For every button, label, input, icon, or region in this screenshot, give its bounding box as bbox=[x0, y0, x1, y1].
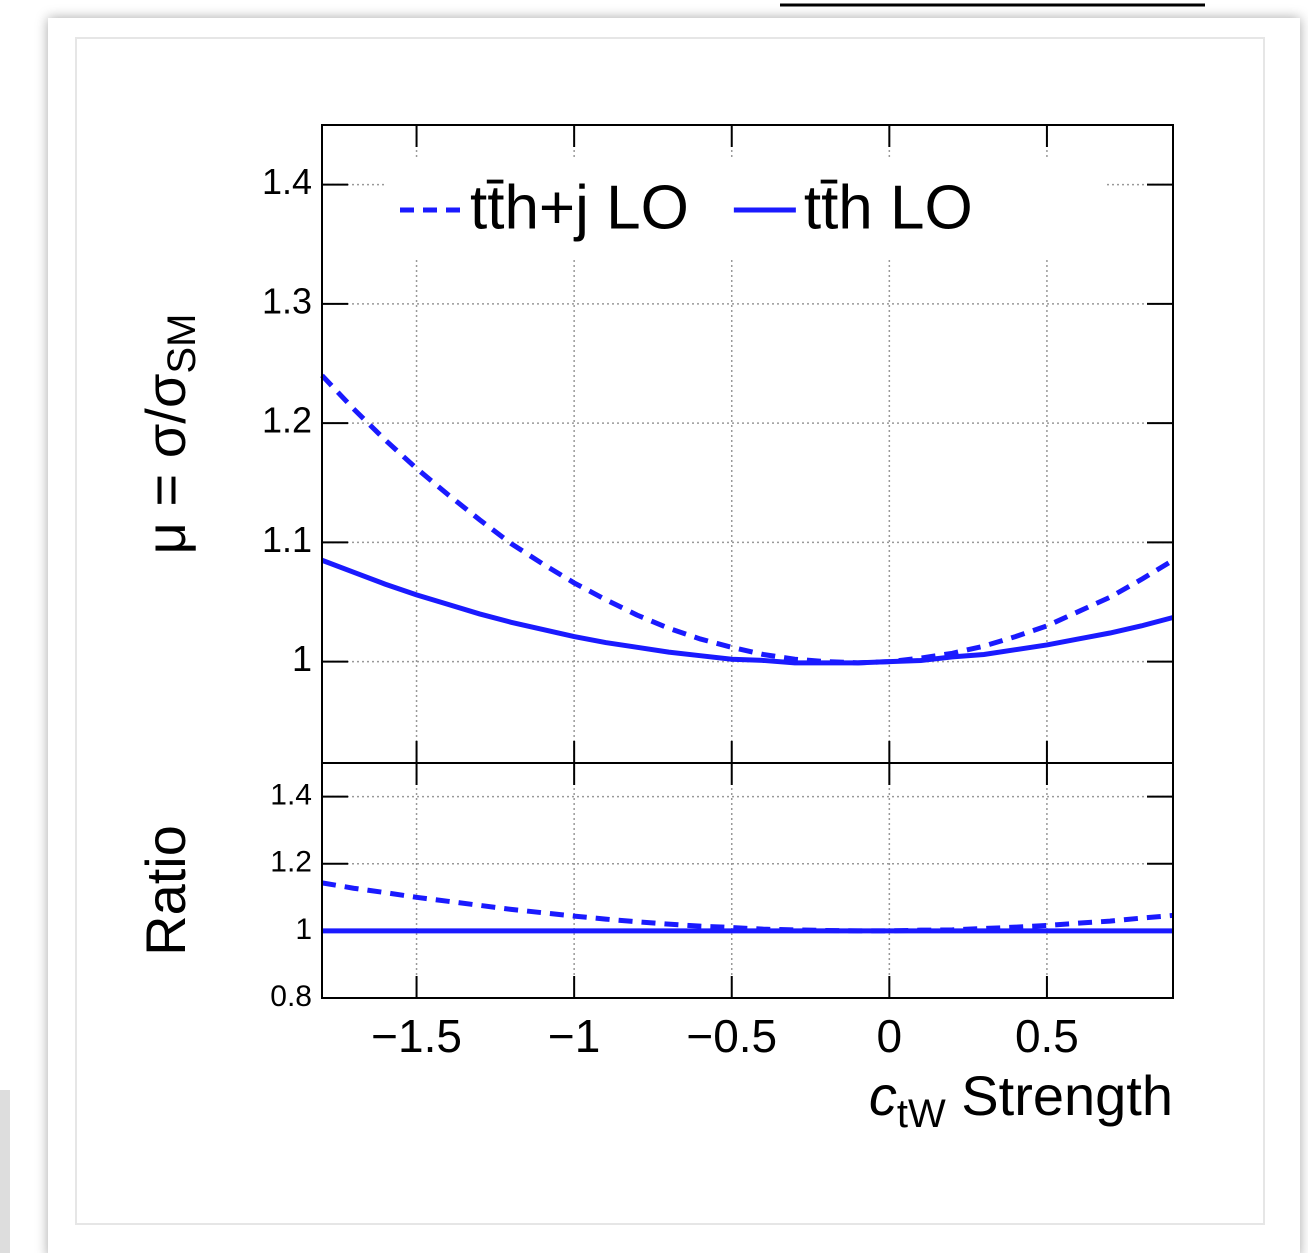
x-axis-label-var: c bbox=[869, 1064, 897, 1127]
x-tick-label: −0.5 bbox=[686, 1010, 777, 1062]
x-axis-label: ctW Strength bbox=[869, 1064, 1173, 1136]
y-tick-label: 1.3 bbox=[262, 280, 312, 321]
y-tick-label: 1.1 bbox=[262, 519, 312, 560]
series-line bbox=[321, 880, 1174, 934]
x-tick-label: 0 bbox=[877, 1010, 903, 1062]
y-tick-label: 1.4 bbox=[262, 161, 312, 202]
legend-label: tt̄h+j LO bbox=[470, 173, 689, 242]
y-axis-label-main: Ratio bbox=[134, 825, 197, 956]
y-axis-label-main: μ = σ/σ bbox=[134, 374, 197, 555]
x-axis-label-rest: Strength bbox=[946, 1064, 1173, 1127]
side-strip bbox=[0, 1090, 10, 1253]
series-line bbox=[320, 373, 1175, 666]
y-axis-label: Ratio bbox=[134, 825, 197, 956]
y-axis-label: μ = σ/σSM bbox=[134, 314, 204, 555]
y-axis-label-sub: SM bbox=[160, 314, 204, 374]
y-tick-label: 1 bbox=[292, 638, 312, 679]
legend-label: tt̄h LO bbox=[804, 173, 973, 242]
y-tick-label: 1.2 bbox=[270, 846, 312, 879]
y-tick-label: 1.2 bbox=[262, 400, 312, 441]
plot-frame bbox=[321, 762, 1174, 999]
x-axis-label-sub: tW bbox=[897, 1092, 946, 1136]
y-tick-label: 1.4 bbox=[270, 778, 312, 811]
x-tick-label: 0.5 bbox=[1015, 1010, 1079, 1062]
y-tick-label: 1 bbox=[295, 913, 312, 946]
series-line bbox=[321, 557, 1174, 666]
x-tick-label: −1 bbox=[548, 1010, 600, 1062]
x-tick-label: −1.5 bbox=[371, 1010, 462, 1062]
y-tick-label: 0.8 bbox=[270, 980, 312, 1013]
